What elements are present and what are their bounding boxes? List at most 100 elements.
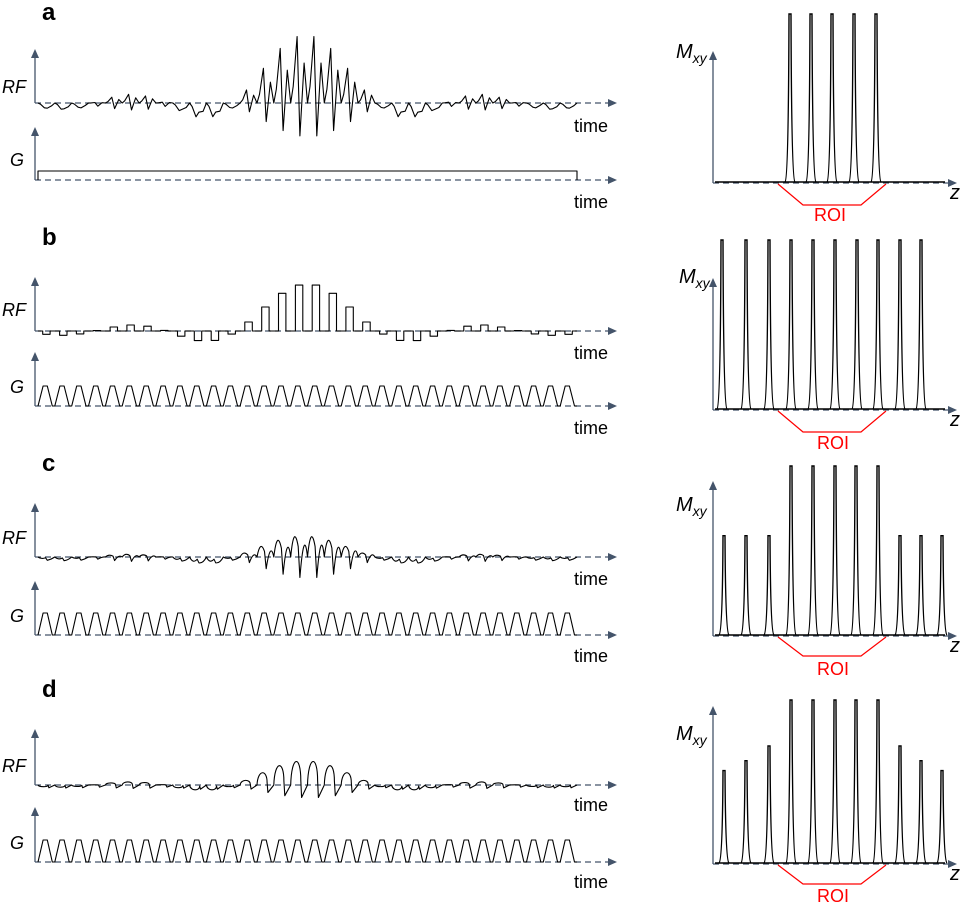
z-label: z: [949, 863, 960, 885]
m-label: Mxy: [676, 494, 708, 519]
rf-label: RF: [2, 756, 27, 776]
g-label: G: [10, 833, 24, 853]
rf-time-arrow: [608, 781, 617, 789]
profile-peak: [785, 465, 797, 636]
m-y-arrow: [709, 706, 717, 715]
profile-peak: [829, 699, 841, 864]
profile-peak: [915, 239, 927, 410]
roi-label: ROI: [817, 659, 849, 679]
profile-peak: [785, 239, 797, 410]
profile-peak: [894, 745, 906, 864]
m-label: Mxy: [676, 723, 708, 748]
roi-bracket: [777, 410, 887, 433]
panel-label: d: [42, 676, 57, 703]
panel-d: d RF time G time Mxy z ROI: [2, 676, 960, 905]
rf-label: RF: [2, 77, 27, 97]
rf-y-arrow: [31, 49, 39, 58]
g-waveform: [37, 612, 577, 636]
rf-time-label: time: [574, 343, 608, 363]
panel-a: a RF time G time Mxy z ROI: [2, 0, 960, 225]
g-label: G: [10, 377, 24, 397]
g-time-arrow: [608, 176, 617, 184]
g-waveform: [37, 839, 577, 863]
panel-b: b RF time G time Mxy z ROI: [2, 224, 960, 453]
profile-peak: [829, 465, 841, 636]
profile-peak: [829, 239, 841, 410]
profile-peak: [872, 699, 884, 864]
profile-peak: [807, 699, 819, 864]
profile-peak: [716, 239, 728, 410]
profile-peak: [936, 769, 948, 864]
rf-label: RF: [2, 300, 27, 320]
g-label: G: [10, 606, 24, 626]
profile-peak: [850, 699, 862, 864]
rf-waveform: [38, 284, 577, 342]
g-label: G: [10, 150, 24, 170]
rf-waveform: [37, 36, 578, 137]
profile-peak: [805, 13, 817, 183]
g-time-arrow: [608, 858, 617, 866]
z-arrow: [948, 179, 957, 187]
z-arrow: [948, 860, 957, 868]
m-y-arrow: [709, 481, 717, 490]
profile-peak: [740, 759, 752, 864]
profile-peak: [936, 535, 948, 636]
g-y-arrow: [31, 581, 39, 590]
g-time-label: time: [574, 646, 608, 666]
rf-time-label: time: [574, 569, 608, 589]
profile-peak: [851, 239, 863, 410]
profile-peak: [870, 13, 882, 183]
profile-peak: [872, 239, 884, 410]
profile-peak: [807, 465, 819, 636]
m-label: Mxy: [676, 41, 708, 66]
g-time-arrow: [608, 402, 617, 410]
panel-label: c: [42, 450, 55, 477]
rf-y-arrow: [31, 729, 39, 738]
profile-peak: [718, 535, 730, 636]
z-arrow: [948, 406, 957, 414]
rf-y-arrow: [31, 503, 39, 512]
profile-peak: [740, 239, 752, 410]
g-waveform: [37, 385, 577, 407]
rf-time-label: time: [574, 795, 608, 815]
rf-time-arrow: [608, 553, 617, 561]
rf-time-arrow: [608, 99, 617, 107]
rf-waveform: [37, 761, 578, 799]
m-y-arrow: [709, 51, 717, 60]
profile-peak: [872, 465, 884, 636]
panel-label: a: [42, 0, 56, 26]
g-time-arrow: [608, 631, 617, 639]
profile-peak: [785, 699, 797, 864]
roi-label: ROI: [817, 886, 849, 905]
profile-peak: [784, 13, 796, 183]
roi-label: ROI: [817, 433, 849, 453]
rf-time-label: time: [574, 116, 608, 136]
profile-peak: [826, 13, 838, 183]
slice-profile: [715, 699, 948, 864]
rf-waveform: [37, 536, 578, 579]
z-label: z: [949, 409, 960, 431]
profile-peak: [915, 759, 927, 864]
g-time-label: time: [574, 418, 608, 438]
rf-time-arrow: [608, 327, 617, 335]
roi-bracket: [777, 864, 887, 885]
rf-y-arrow: [31, 277, 39, 286]
profile-peak: [850, 465, 862, 636]
m-y-arrow: [709, 278, 717, 287]
panel-c: c RF time G time Mxy z ROI: [2, 450, 960, 679]
m-label: Mxy: [679, 266, 711, 291]
profile-peak: [848, 13, 860, 183]
panel-label: b: [42, 224, 57, 251]
g-y-arrow: [31, 807, 39, 816]
g-y-arrow: [31, 352, 39, 361]
slice-profile: [715, 13, 945, 183]
profile-peak: [718, 769, 730, 864]
g-time-label: time: [574, 872, 608, 892]
profile-peak: [740, 535, 752, 636]
profile-peak: [894, 535, 906, 636]
profile-peak: [763, 745, 775, 864]
profile-peak: [763, 239, 775, 410]
profile-peak: [763, 535, 775, 636]
g-y-arrow: [31, 127, 39, 136]
slice-profile: [715, 465, 948, 636]
